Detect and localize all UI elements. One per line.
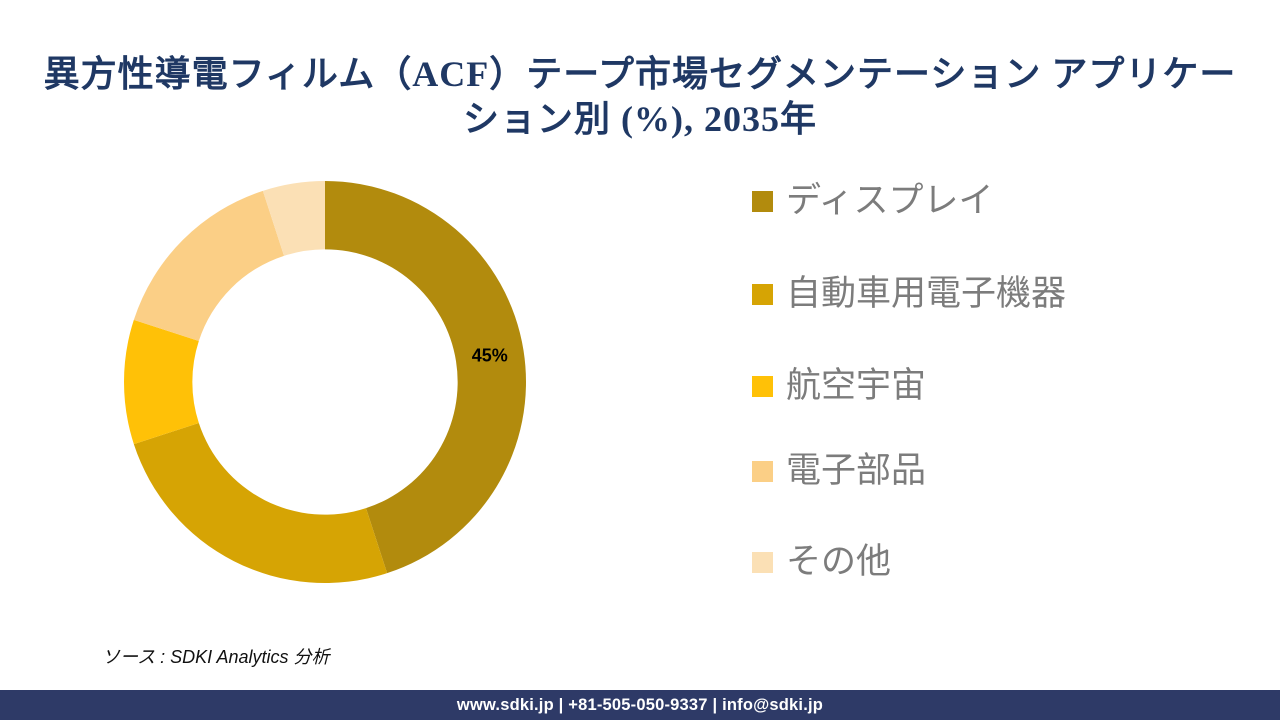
legend-label-others: その他 [786,542,892,581]
legend-swatch-display [752,190,773,212]
legend-swatch-aerospace [752,375,773,397]
chart-legend: ディスプレイ 自動車用電子機器 航空宇宙 電子部品 その他 [752,0,1252,620]
source-note: ソース : SDKI Analytics 分析 [102,647,330,667]
legend-label-display: ディスプレイ [786,181,994,220]
legend-label-electronic-components: 電子部品 [786,451,927,490]
legend-swatch-automotive-electronics [752,283,773,305]
slice-value-label-0: 45% [471,345,508,366]
legend-item-others: その他 [752,541,891,583]
page-title-line2: ション別 (%), 2035年 [463,99,817,140]
legend-item-display: ディスプレイ [752,180,994,222]
legend-item-electronic-components: 電子部品 [752,450,926,492]
legend-item-automotive-electronics: 自動車用電子機器 [752,273,1066,315]
legend-label-aerospace: 航空宇宙 [786,366,927,405]
donut-chart: 45% [115,172,535,592]
footer-contact-text: www.sdki.jp | +81-505-050-9337 | info@sd… [456,695,824,714]
legend-swatch-electronic-components [752,460,773,482]
donut-slice-4 [262,181,325,256]
legend-swatch-others [752,551,773,573]
legend-item-aerospace: 航空宇宙 [752,365,926,407]
page-title: 異方性導電フィルム（ACF）テープ市場セグメンテーション アプリケー ション別 … [40,52,1240,142]
page-title-line1: 異方性導電フィルム（ACF）テープ市場セグメンテーション アプリケー [43,54,1237,95]
donut-slice-0 [325,181,526,574]
donut-slice-3 [133,190,285,342]
footer-bar: www.sdki.jp | +81-505-050-9337 | info@sd… [0,690,1280,720]
donut-slice-2 [124,319,199,445]
legend-label-automotive-electronics: 自動車用電子機器 [786,274,1067,313]
donut-slice-1 [133,422,388,583]
